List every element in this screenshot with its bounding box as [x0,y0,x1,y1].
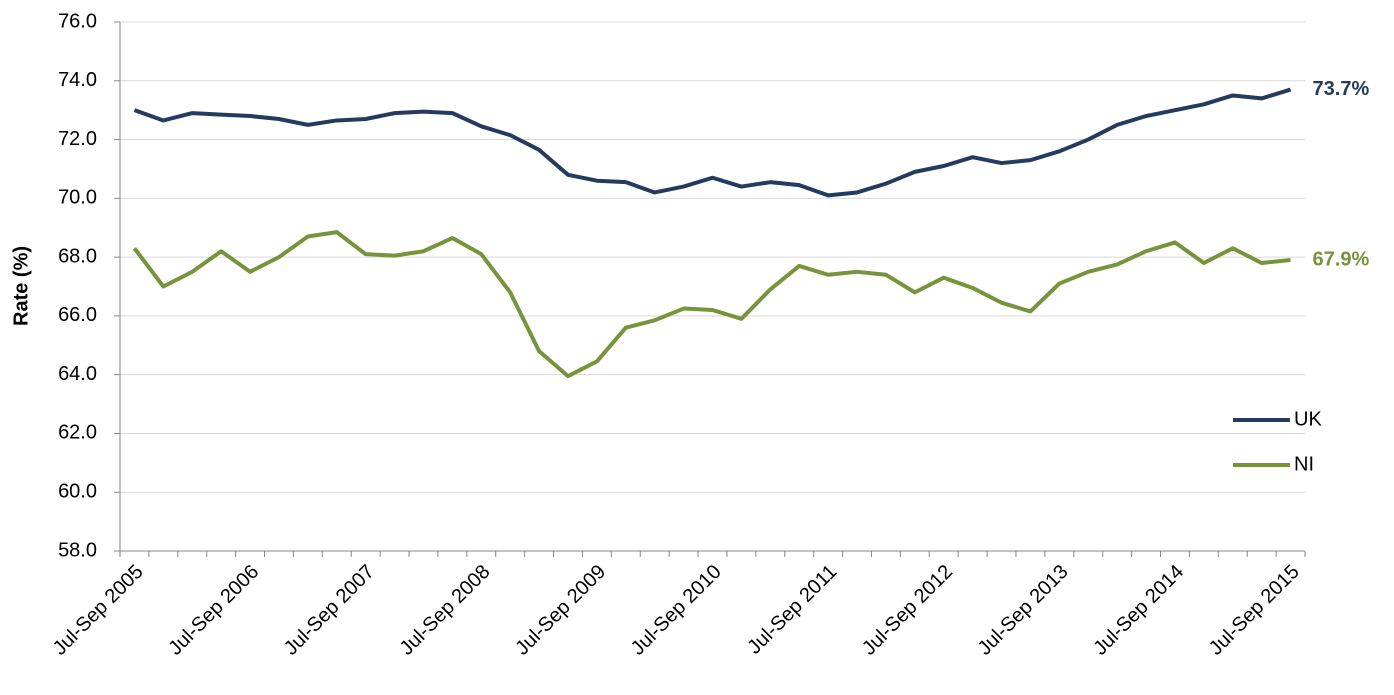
x-tick-label: Jul-Sep 2011 [744,561,842,659]
y-tick-label: 68.0 [58,245,97,267]
line-series [132,230,1291,379]
line-series [133,87,1292,198]
y-axis-title: Rate (%) [10,246,32,326]
legend-label: UK [1294,408,1322,430]
x-tick-label: Jul-Sep 2008 [396,561,495,660]
data-label: 67.9% [1313,248,1370,270]
x-tick-label: Jul-Sep 2014 [1089,561,1188,660]
y-tick-label: 76.0 [58,10,97,32]
x-tick-label: Jul-Sep 2006 [164,561,263,660]
y-tick-label: 60.0 [58,481,97,503]
x-tick-label: Jul-Sep 2013 [974,561,1073,660]
x-tick-label: Jul-Sep 2009 [511,561,610,660]
y-tick-label: 66.0 [58,304,97,326]
x-tick-label: Jul-Sep 2007 [280,561,379,660]
x-tick-label: Jul-Sep 2005 [49,561,148,660]
x-tick-label: Jul-Sep 2015 [1205,561,1304,660]
y-tick-label: 72.0 [58,128,97,150]
y-tick-label: 70.0 [58,187,97,209]
legend-label: NI [1294,453,1314,475]
y-tick-label: 64.0 [58,363,97,385]
y-tick-label: 62.0 [58,422,97,444]
x-tick-label: Jul-Sep 2012 [858,561,957,660]
data-label: 73.7% [1313,78,1370,100]
y-tick-label: 74.0 [58,69,97,91]
x-tick-label: Jul-Sep 2010 [627,561,726,660]
y-tick-label: 58.0 [58,539,97,561]
